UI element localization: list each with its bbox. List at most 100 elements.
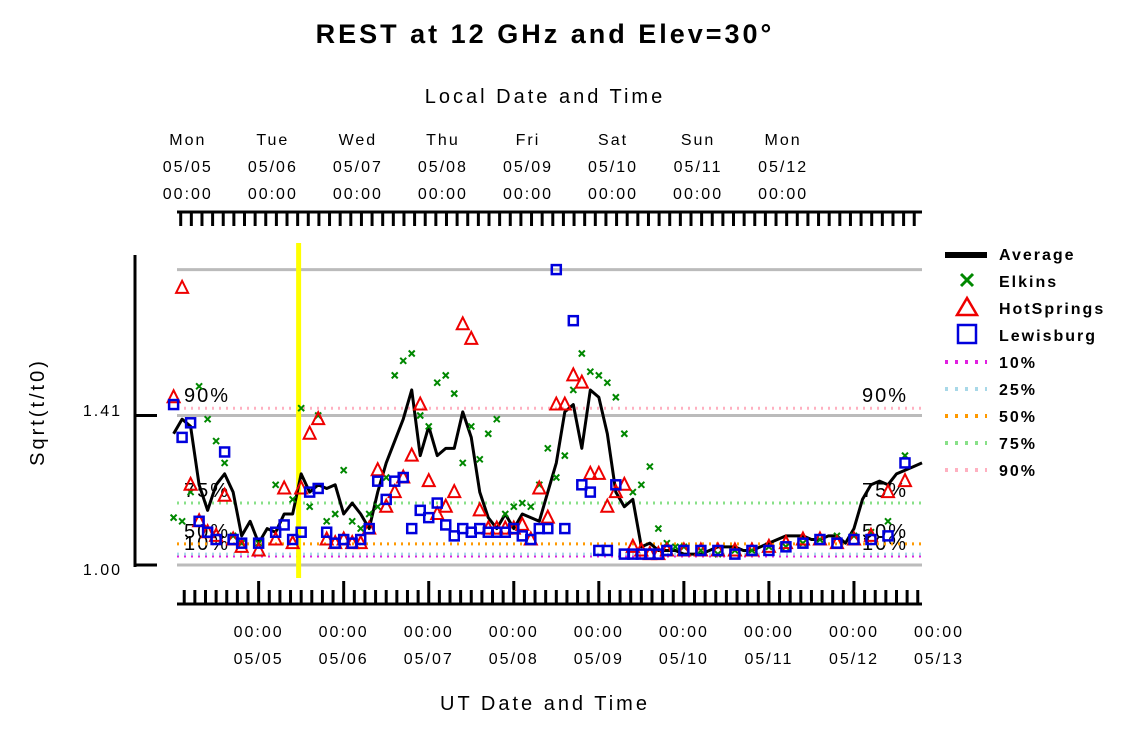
hotsprings-point <box>599 497 615 513</box>
elkins-point <box>195 382 203 391</box>
top-axis-tick-label: Mon <box>169 132 206 149</box>
elkins-stroke <box>501 510 509 518</box>
elkins-point <box>391 371 399 380</box>
hotsprings-point <box>378 497 394 513</box>
legend-item: Average <box>945 247 1074 264</box>
legend-label: 75% <box>999 436 1037 453</box>
elkins-stroke <box>654 524 663 533</box>
lewisburg-point <box>610 479 622 491</box>
lewisburg-point <box>831 537 843 549</box>
bottom-axis-tick-label: 00:00 <box>829 624 879 641</box>
elkins-stroke <box>297 404 305 412</box>
elkins-stroke <box>391 371 399 380</box>
bottom-axis-title: UT Date and Time <box>440 693 650 715</box>
percentile-label: 90% <box>184 385 230 407</box>
elkins-point <box>365 510 373 518</box>
top-axis-tick-label: 00:00 <box>248 186 298 203</box>
lewisburg-point <box>678 544 690 557</box>
elkins-stroke <box>629 488 637 496</box>
hotsprings-point <box>531 479 547 495</box>
elkins-stroke <box>331 510 339 518</box>
bottom-axis-tick-label: 05/09 <box>574 651 624 668</box>
hotsprings-point <box>574 373 590 389</box>
lewisburg-point <box>542 522 554 535</box>
elkins-point <box>654 524 663 533</box>
top-axis-tick-label: 05/07 <box>333 159 383 176</box>
top-axis-tick-label: 05/06 <box>248 159 298 176</box>
bottom-axis-tick-label: 00:00 <box>489 624 539 641</box>
elkins-point <box>178 517 186 525</box>
lewisburg-point <box>780 541 792 553</box>
elkins-stroke <box>467 422 475 431</box>
lewisburg-point <box>320 526 333 538</box>
bottom-axis-tick-label: 00:00 <box>574 624 624 641</box>
percentile-label: 10% <box>862 533 908 555</box>
hotsprings-point <box>276 479 292 495</box>
elkins-stroke <box>586 368 595 376</box>
series-layer <box>165 263 923 561</box>
lewisburg-point <box>550 263 563 276</box>
elkins-stroke <box>527 502 535 511</box>
hotsprings-point <box>591 464 607 480</box>
hotsprings-point <box>370 460 386 477</box>
elkins-point <box>425 422 433 431</box>
elkins-point <box>416 411 424 420</box>
elkins-point <box>552 473 561 482</box>
top-axis-tick-label: 05/12 <box>758 159 808 176</box>
elkins-stroke <box>408 349 416 358</box>
elkins-point <box>620 430 629 438</box>
legend-item: 90% <box>945 463 1035 480</box>
elkins-point <box>433 378 441 387</box>
elkins-stroke <box>552 473 561 482</box>
bottom-axis-tick-label: 05/11 <box>744 651 793 668</box>
hotsprings-point <box>463 329 479 345</box>
elkins-stroke <box>442 371 450 380</box>
elkins-stroke <box>612 393 620 401</box>
elkins-stroke <box>348 517 356 525</box>
top-axis-tick-label: Fri <box>516 132 541 149</box>
elkins-point <box>203 415 212 423</box>
top-axis-tick-label: 00:00 <box>673 186 723 203</box>
elkins-point <box>586 368 595 376</box>
elkins-point <box>408 349 416 358</box>
elkins-point <box>467 422 475 431</box>
elkins-point <box>612 393 620 401</box>
series-elkins <box>169 349 909 558</box>
elkins-stroke <box>671 543 680 551</box>
legend-item: 75% <box>945 436 1037 453</box>
elkins-point <box>544 444 552 453</box>
lewisburg-point <box>431 497 443 509</box>
bottom-axis-tick-label: 05/08 <box>489 651 539 668</box>
hotsprings-point <box>557 395 573 411</box>
elkins-point <box>297 404 305 412</box>
top-axis-title: Local Date and Time <box>425 86 665 108</box>
elkins-point <box>603 378 612 387</box>
lewisburg-point <box>176 431 188 444</box>
elkins-stroke <box>212 437 220 445</box>
hotsprings-point <box>608 482 624 499</box>
elkins-stroke <box>288 495 297 504</box>
elkins-point <box>646 462 654 471</box>
lewisburg-point <box>167 398 180 411</box>
bottom-axis-tick-label: 05/12 <box>829 651 879 668</box>
lewisburg-point <box>576 479 588 491</box>
elkins-point <box>884 517 892 525</box>
elkins-stroke <box>637 481 646 489</box>
lewisburg-point <box>661 544 673 557</box>
legend-label: Elkins <box>999 274 1058 291</box>
legend-item: 10% <box>945 355 1035 372</box>
elkins-stroke <box>365 510 373 518</box>
top-axis-tick-label: 05/08 <box>418 159 468 176</box>
elkins-point <box>212 437 220 445</box>
elkins-point <box>595 371 603 380</box>
legend-label: HotSprings <box>999 301 1105 318</box>
bottom-axis-tick-label: 00:00 <box>914 624 964 641</box>
bottom-axis-tick-label: 00:00 <box>659 624 709 641</box>
lewisburg-point <box>584 486 597 498</box>
elkins-point <box>484 430 492 438</box>
hotsprings-point <box>404 446 420 462</box>
legend-item: 25% <box>945 382 1035 399</box>
elkins-stroke <box>493 415 501 423</box>
elkins-stroke <box>425 422 433 431</box>
top-axis-tick-label: 00:00 <box>418 186 468 203</box>
